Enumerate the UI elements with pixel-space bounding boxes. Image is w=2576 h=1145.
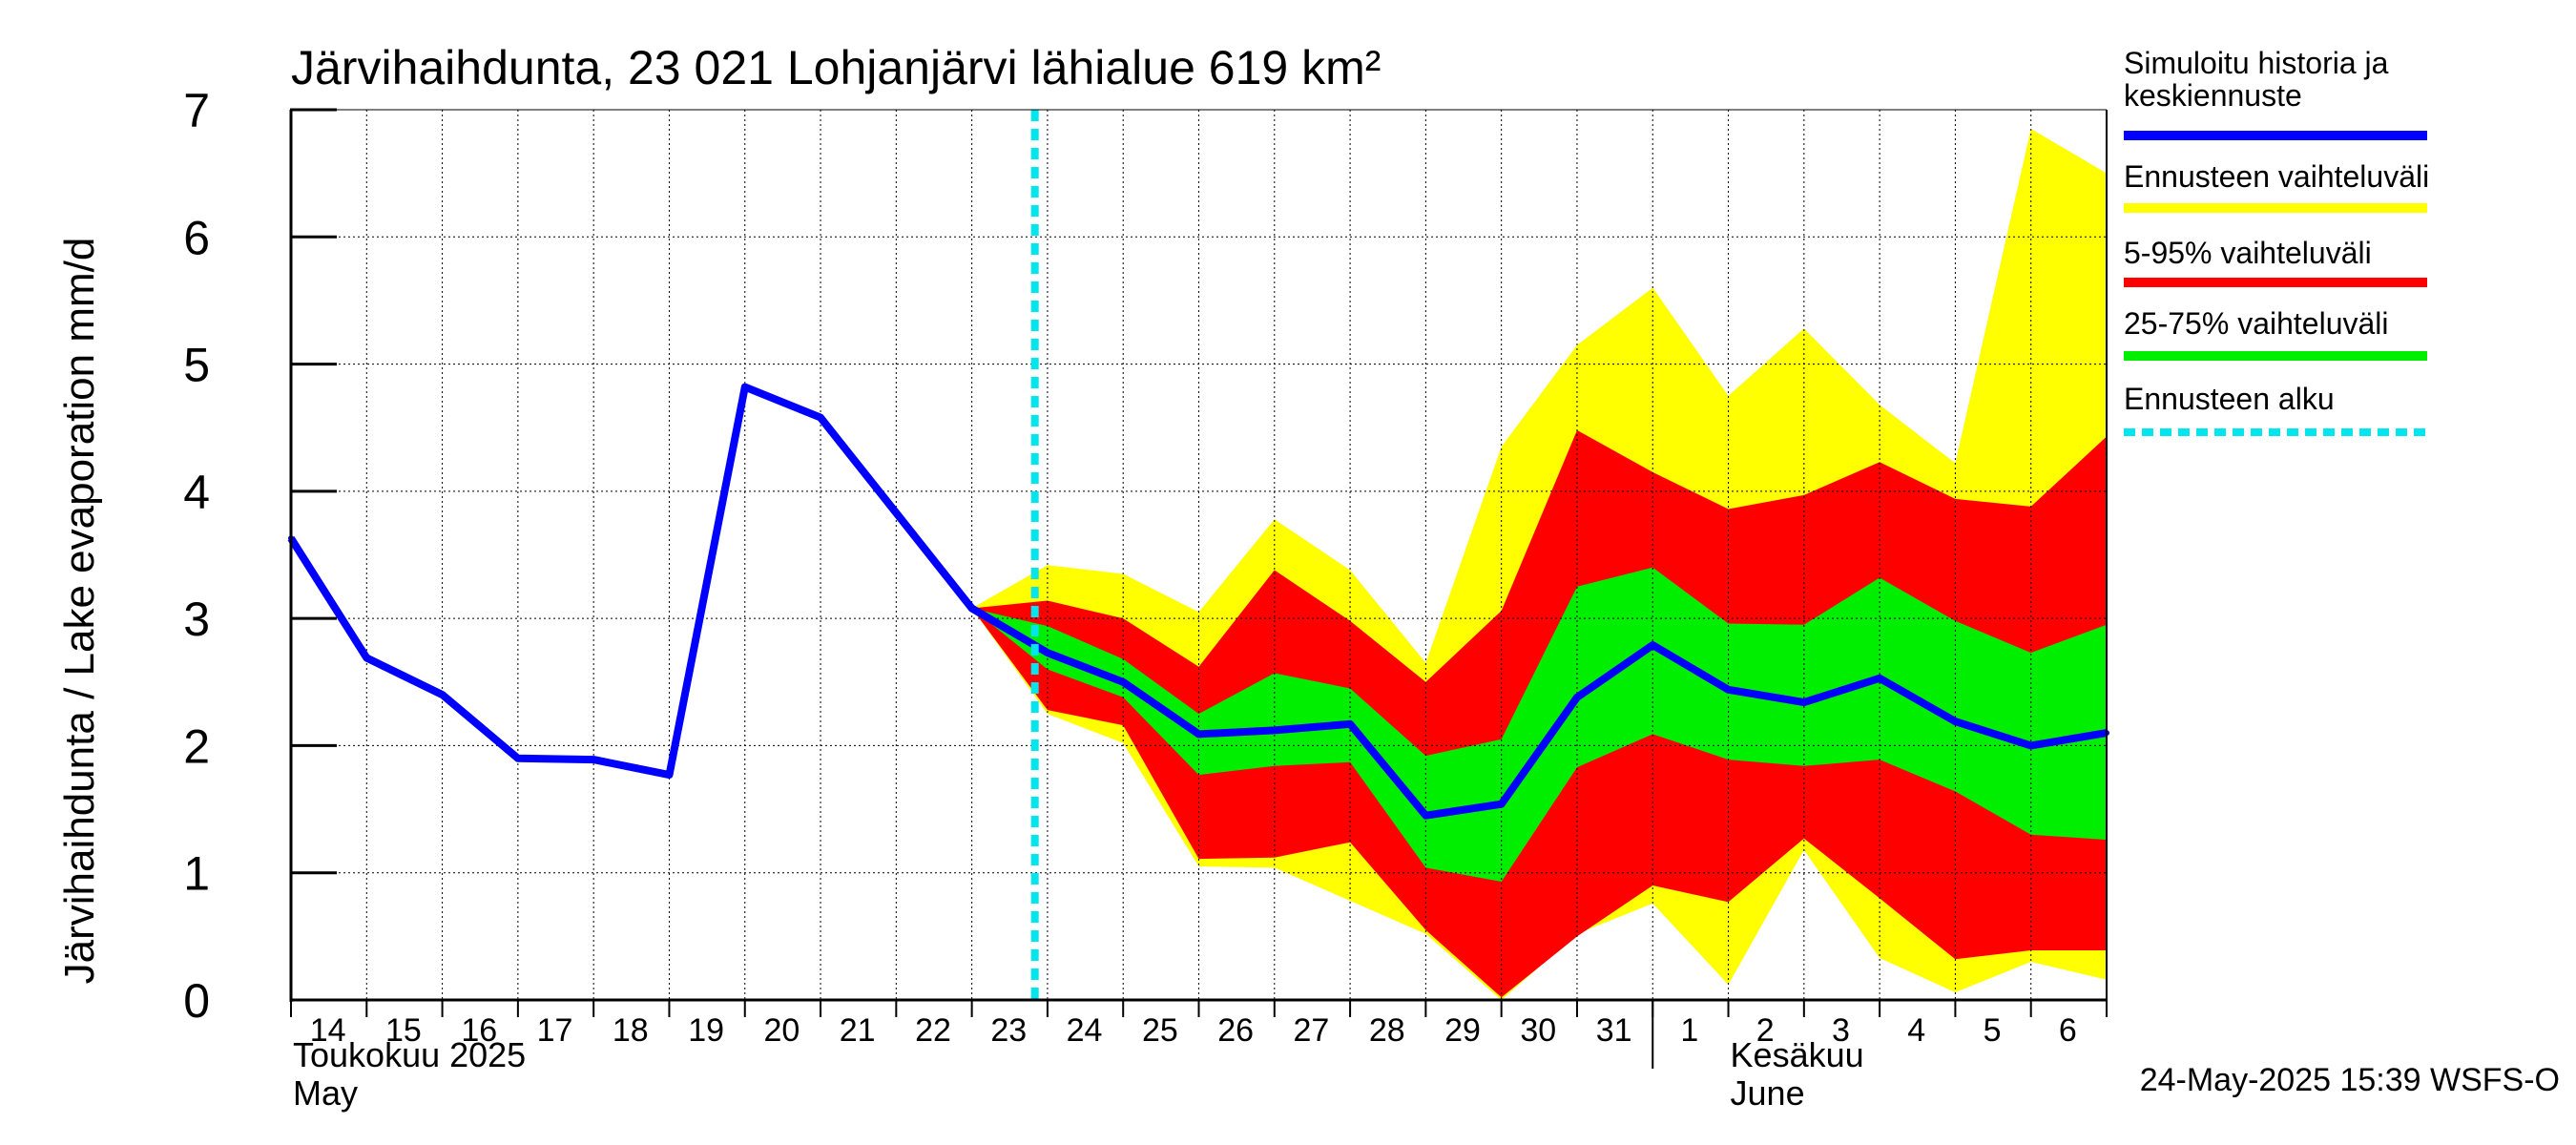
x-tick-label: 2 bbox=[1756, 1012, 1775, 1049]
legend-label: Ennusteen alku bbox=[2124, 382, 2335, 416]
band-25-75-vaihteluv-li bbox=[971, 567, 2107, 882]
x-tick-label: 1 bbox=[1680, 1012, 1698, 1049]
mean-data-point bbox=[1498, 801, 1505, 807]
x-tick-label: 5 bbox=[1984, 1012, 2002, 1049]
x-tick-label: 27 bbox=[1294, 1012, 1330, 1049]
mean-data-point bbox=[1650, 642, 1656, 649]
mean-data-point bbox=[1044, 650, 1050, 656]
mean-data-point bbox=[1725, 686, 1732, 693]
mean-data-point bbox=[666, 772, 673, 779]
legend-label: Simuloitu historia ja bbox=[2124, 46, 2389, 80]
x-tick-label: 19 bbox=[688, 1012, 724, 1049]
mean-data-point bbox=[1271, 727, 1278, 734]
mean-data-point bbox=[1877, 675, 1883, 681]
month-label-en: May bbox=[293, 1073, 358, 1113]
x-tick-label: 25 bbox=[1142, 1012, 1178, 1049]
y-tick-label: 6 bbox=[183, 211, 210, 264]
legend-label: keskiennuste bbox=[2124, 78, 2302, 113]
x-tick-label: 29 bbox=[1444, 1012, 1481, 1049]
mean-data-point bbox=[968, 605, 975, 612]
legend-label: 5-95% vaihteluväli bbox=[2124, 236, 2372, 270]
x-tick-label: 14 bbox=[310, 1012, 346, 1049]
x-tick-label: 3 bbox=[1832, 1012, 1850, 1049]
y-axis-label: Järvihaihdunta / Lake evaporation mm/d bbox=[56, 238, 103, 985]
series-lines bbox=[287, 110, 2109, 1000]
x-tick-label: 24 bbox=[1067, 1012, 1103, 1049]
mean-data-point bbox=[1195, 731, 1202, 738]
y-tick-label: 4 bbox=[183, 466, 210, 519]
mean-data-point bbox=[439, 692, 446, 698]
x-tick-label: 20 bbox=[763, 1012, 800, 1049]
mean-data-point bbox=[1423, 812, 1429, 819]
x-tick-label: 22 bbox=[915, 1012, 951, 1049]
y-tick-label: 0 bbox=[183, 974, 210, 1028]
mean-data-point bbox=[1347, 720, 1354, 727]
y-tick-label: 5 bbox=[183, 339, 210, 392]
range-bands bbox=[971, 129, 2107, 1000]
month-label-fi: Kesäkuu bbox=[1731, 1035, 1864, 1074]
mean-data-point bbox=[1800, 699, 1807, 706]
mean-data-point bbox=[893, 510, 900, 516]
mean-data-point bbox=[1573, 694, 1580, 700]
mean-data-point bbox=[1120, 678, 1127, 685]
legend-label: Ennusteen vaihteluväli bbox=[2124, 159, 2429, 194]
y-tick-label: 1 bbox=[183, 847, 210, 901]
x-tick-label: 23 bbox=[990, 1012, 1027, 1049]
y-tick-label: 3 bbox=[183, 593, 210, 646]
x-tick-label: 31 bbox=[1596, 1012, 1632, 1049]
footer-timestamp: 24-May-2025 15:39 WSFS-O bbox=[2140, 1062, 2560, 1098]
legend-label: 25-75% vaihteluväli bbox=[2124, 306, 2389, 341]
month-label-en: June bbox=[1731, 1073, 1805, 1113]
mean-data-point bbox=[514, 755, 521, 761]
x-tick-label: 30 bbox=[1520, 1012, 1556, 1049]
x-tick-label: 18 bbox=[613, 1012, 649, 1049]
mean-data-point bbox=[2027, 742, 2034, 749]
x-tick-label: 4 bbox=[1907, 1012, 1925, 1049]
x-tick-label: 16 bbox=[461, 1012, 497, 1049]
mean-data-point bbox=[364, 655, 370, 661]
chart-title: Järvihaihdunta, 23 021 Lohjanjärvi lähia… bbox=[291, 41, 1381, 94]
grid bbox=[291, 109, 2107, 1000]
y-tick-label: 7 bbox=[183, 84, 210, 137]
x-tick-label: 28 bbox=[1369, 1012, 1405, 1049]
mean-data-point bbox=[741, 384, 748, 390]
x-tick-label: 26 bbox=[1217, 1012, 1254, 1049]
x-tick-label: 17 bbox=[537, 1012, 573, 1049]
x-tick-label: 15 bbox=[385, 1012, 422, 1049]
mean-data-point bbox=[1952, 718, 1959, 725]
x-tick-label: 6 bbox=[2059, 1012, 2077, 1049]
y-tick-label: 2 bbox=[183, 719, 210, 773]
month-label-fi: Toukokuu 2025 bbox=[293, 1035, 526, 1074]
x-tick-label: 21 bbox=[840, 1012, 876, 1049]
mean-data-point bbox=[591, 757, 597, 763]
mean-data-point bbox=[818, 414, 824, 421]
